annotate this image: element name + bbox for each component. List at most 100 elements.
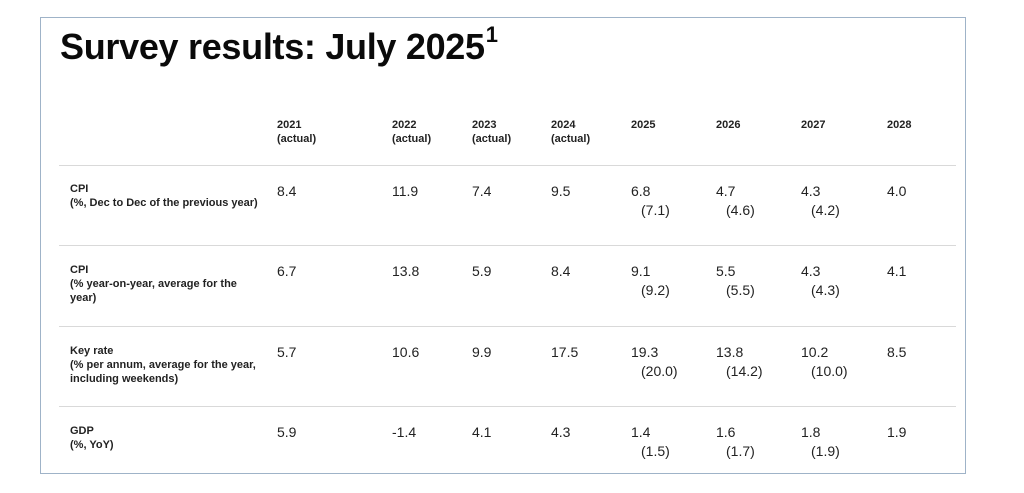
col-year: 2021	[277, 119, 302, 131]
table-cell: 13.8	[392, 263, 419, 282]
col-header-2021: 2021 (actual)	[277, 118, 316, 146]
cell-value: 8.4	[551, 263, 571, 279]
table-cell: 1.6 (1.7)	[716, 424, 755, 460]
row-name: Key rate	[70, 345, 114, 357]
cell-value: 6.7	[277, 263, 297, 279]
cell-value: 1.4	[631, 424, 651, 440]
cell-value: 4.3	[801, 263, 821, 279]
col-sub: (actual)	[392, 133, 432, 145]
cell-value: 1.8	[801, 424, 821, 440]
survey-panel: Survey results: July 20251 2021 (actual)…	[40, 17, 966, 474]
cell-value: 5.7	[277, 344, 297, 360]
col-header-2022: 2022 (actual)	[392, 118, 431, 146]
table-cell: 1.8 (1.9)	[801, 424, 840, 460]
cell-value: 10.6	[392, 344, 420, 360]
cell-value: 5.9	[277, 424, 297, 440]
cell-value: 4.7	[716, 183, 736, 199]
cell-value: 8.5	[887, 344, 907, 360]
row-desc: (%, Dec to Dec of the previous year)	[70, 197, 258, 209]
table-cell: 8.4	[277, 183, 296, 202]
cell-value: 13.8	[716, 344, 744, 360]
table-cell: 9.5	[551, 183, 570, 202]
table-cell: 4.1	[472, 424, 491, 443]
row-label-gdp: GDP (%, YoY)	[70, 424, 260, 452]
col-sub: (actual)	[551, 133, 591, 145]
cell-value: 9.9	[472, 344, 492, 360]
cell-value: 5.9	[472, 263, 492, 279]
row-label-key-rate: Key rate (% per annum, average for the y…	[70, 344, 260, 386]
cell-previous: (1.9)	[811, 443, 840, 459]
table-cell: 8.4	[551, 263, 570, 282]
cell-value: 13.8	[392, 263, 420, 279]
title-footnote-marker: 1	[485, 22, 498, 47]
cell-value: 8.4	[277, 183, 297, 199]
cell-value: 4.3	[801, 183, 821, 199]
cell-value: 6.8	[631, 183, 651, 199]
table-cell: 1.9	[887, 424, 906, 443]
row-desc: (%, YoY)	[70, 439, 114, 451]
cell-value: 10.2	[801, 344, 829, 360]
table-cell: 4.3 (4.2)	[801, 183, 840, 219]
col-year: 2022	[392, 119, 417, 131]
row-divider	[59, 165, 956, 166]
col-sub: (actual)	[277, 133, 317, 145]
cell-previous: (20.0)	[641, 363, 678, 379]
cell-previous: (1.7)	[726, 443, 755, 459]
cell-value: 9.1	[631, 263, 651, 279]
table-cell: 4.3 (4.3)	[801, 263, 840, 299]
cell-value: -1.4	[392, 424, 417, 440]
table-cell: 4.7 (4.6)	[716, 183, 755, 219]
cell-value: 4.1	[887, 263, 907, 279]
cell-previous: (7.1)	[641, 202, 670, 218]
cell-previous: (4.3)	[811, 282, 840, 298]
col-header-2025: 2025	[631, 118, 655, 132]
row-divider	[59, 406, 956, 407]
col-header-2026: 2026	[716, 118, 740, 132]
table-cell: 5.5 (5.5)	[716, 263, 755, 299]
table-cell: 6.8 (7.1)	[631, 183, 670, 219]
cell-value: 4.1	[472, 424, 492, 440]
col-header-2024: 2024 (actual)	[551, 118, 590, 146]
row-label-cpi-yoy: CPI (% year-on-year, average for the yea…	[70, 263, 260, 305]
cell-value: 4.0	[887, 183, 907, 199]
cell-previous: (10.0)	[811, 363, 848, 379]
col-year: 2028	[887, 119, 912, 131]
row-name: CPI	[70, 264, 89, 276]
cell-value: 9.5	[551, 183, 571, 199]
row-name: GDP	[70, 425, 94, 437]
col-year: 2026	[716, 119, 741, 131]
cell-value: 7.4	[472, 183, 492, 199]
col-year: 2023	[472, 119, 497, 131]
cell-previous: (4.2)	[811, 202, 840, 218]
row-divider	[59, 245, 956, 246]
cell-value: 4.3	[551, 424, 571, 440]
col-year: 2027	[801, 119, 826, 131]
cell-value: 19.3	[631, 344, 659, 360]
cell-value: 17.5	[551, 344, 579, 360]
row-divider	[59, 326, 956, 327]
row-desc: (% per annum, average for the year, incl…	[70, 359, 256, 385]
cell-previous: (4.6)	[726, 202, 755, 218]
col-year: 2024	[551, 119, 576, 131]
table-cell: 5.9	[472, 263, 491, 282]
col-header-2023: 2023 (actual)	[472, 118, 511, 146]
col-year: 2025	[631, 119, 656, 131]
table-cell: 1.4 (1.5)	[631, 424, 670, 460]
table-cell: 10.2 (10.0)	[801, 344, 848, 380]
table-cell: 11.9	[392, 183, 418, 202]
table-cell: 10.6	[392, 344, 419, 363]
page-title: Survey results: July 20251	[60, 22, 498, 68]
cell-value: 1.6	[716, 424, 736, 440]
table-cell: 13.8 (14.2)	[716, 344, 763, 380]
table-cell: -1.4	[392, 424, 416, 443]
title-text: Survey results: July 2025	[60, 26, 485, 67]
col-header-2027: 2027	[801, 118, 825, 132]
table-cell: 8.5	[887, 344, 906, 363]
table-cell: 5.9	[277, 424, 296, 443]
table-cell: 4.0	[887, 183, 906, 202]
table-cell: 9.9	[472, 344, 491, 363]
table-cell: 9.1 (9.2)	[631, 263, 670, 299]
col-sub: (actual)	[472, 133, 512, 145]
cell-previous: (14.2)	[726, 363, 763, 379]
table-cell: 4.3	[551, 424, 570, 443]
